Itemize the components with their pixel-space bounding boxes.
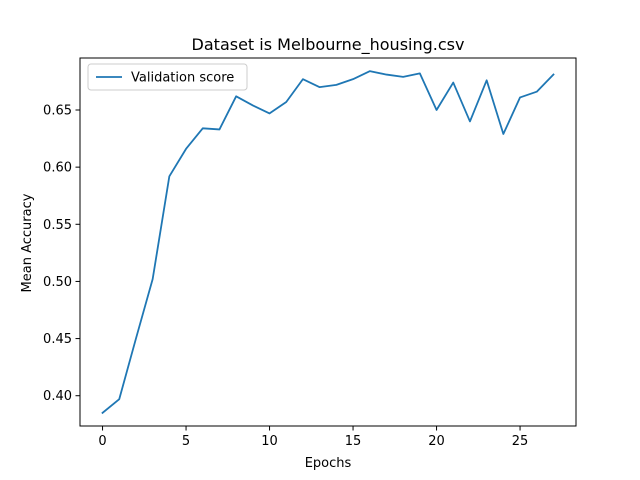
y-axis-label: Mean Accuracy [20, 193, 35, 292]
x-tick-label: 10 [261, 434, 278, 449]
x-tick-label: 5 [182, 434, 190, 449]
x-tick-label: 20 [428, 434, 445, 449]
y-tick-label: 0.55 [43, 218, 72, 233]
chart-title: Dataset is Melbourne_housing.csv [192, 35, 465, 55]
y-tick-label: 0.60 [43, 161, 72, 176]
y-tick-label: 0.65 [43, 104, 72, 119]
legend: Validation score [87, 63, 248, 91]
y-tick-label: 0.45 [43, 332, 72, 347]
x-tick-label: 0 [98, 434, 106, 449]
x-tick-label: 25 [512, 434, 529, 449]
plot-area: 0 5 10 15 20 25 0.40 0.45 0.50 0.55 0.60 0.65 [43, 57, 577, 449]
legend-label: Validation score [131, 71, 234, 86]
axes-frame [79, 57, 577, 427]
y-tick-label: 0.50 [43, 275, 72, 290]
y-tick-label: 0.40 [43, 389, 72, 404]
series-line-0 [101, 70, 555, 415]
legend-box [87, 63, 248, 91]
x-axis-label: Epochs [305, 456, 352, 471]
x-tick-label: 15 [345, 434, 362, 449]
